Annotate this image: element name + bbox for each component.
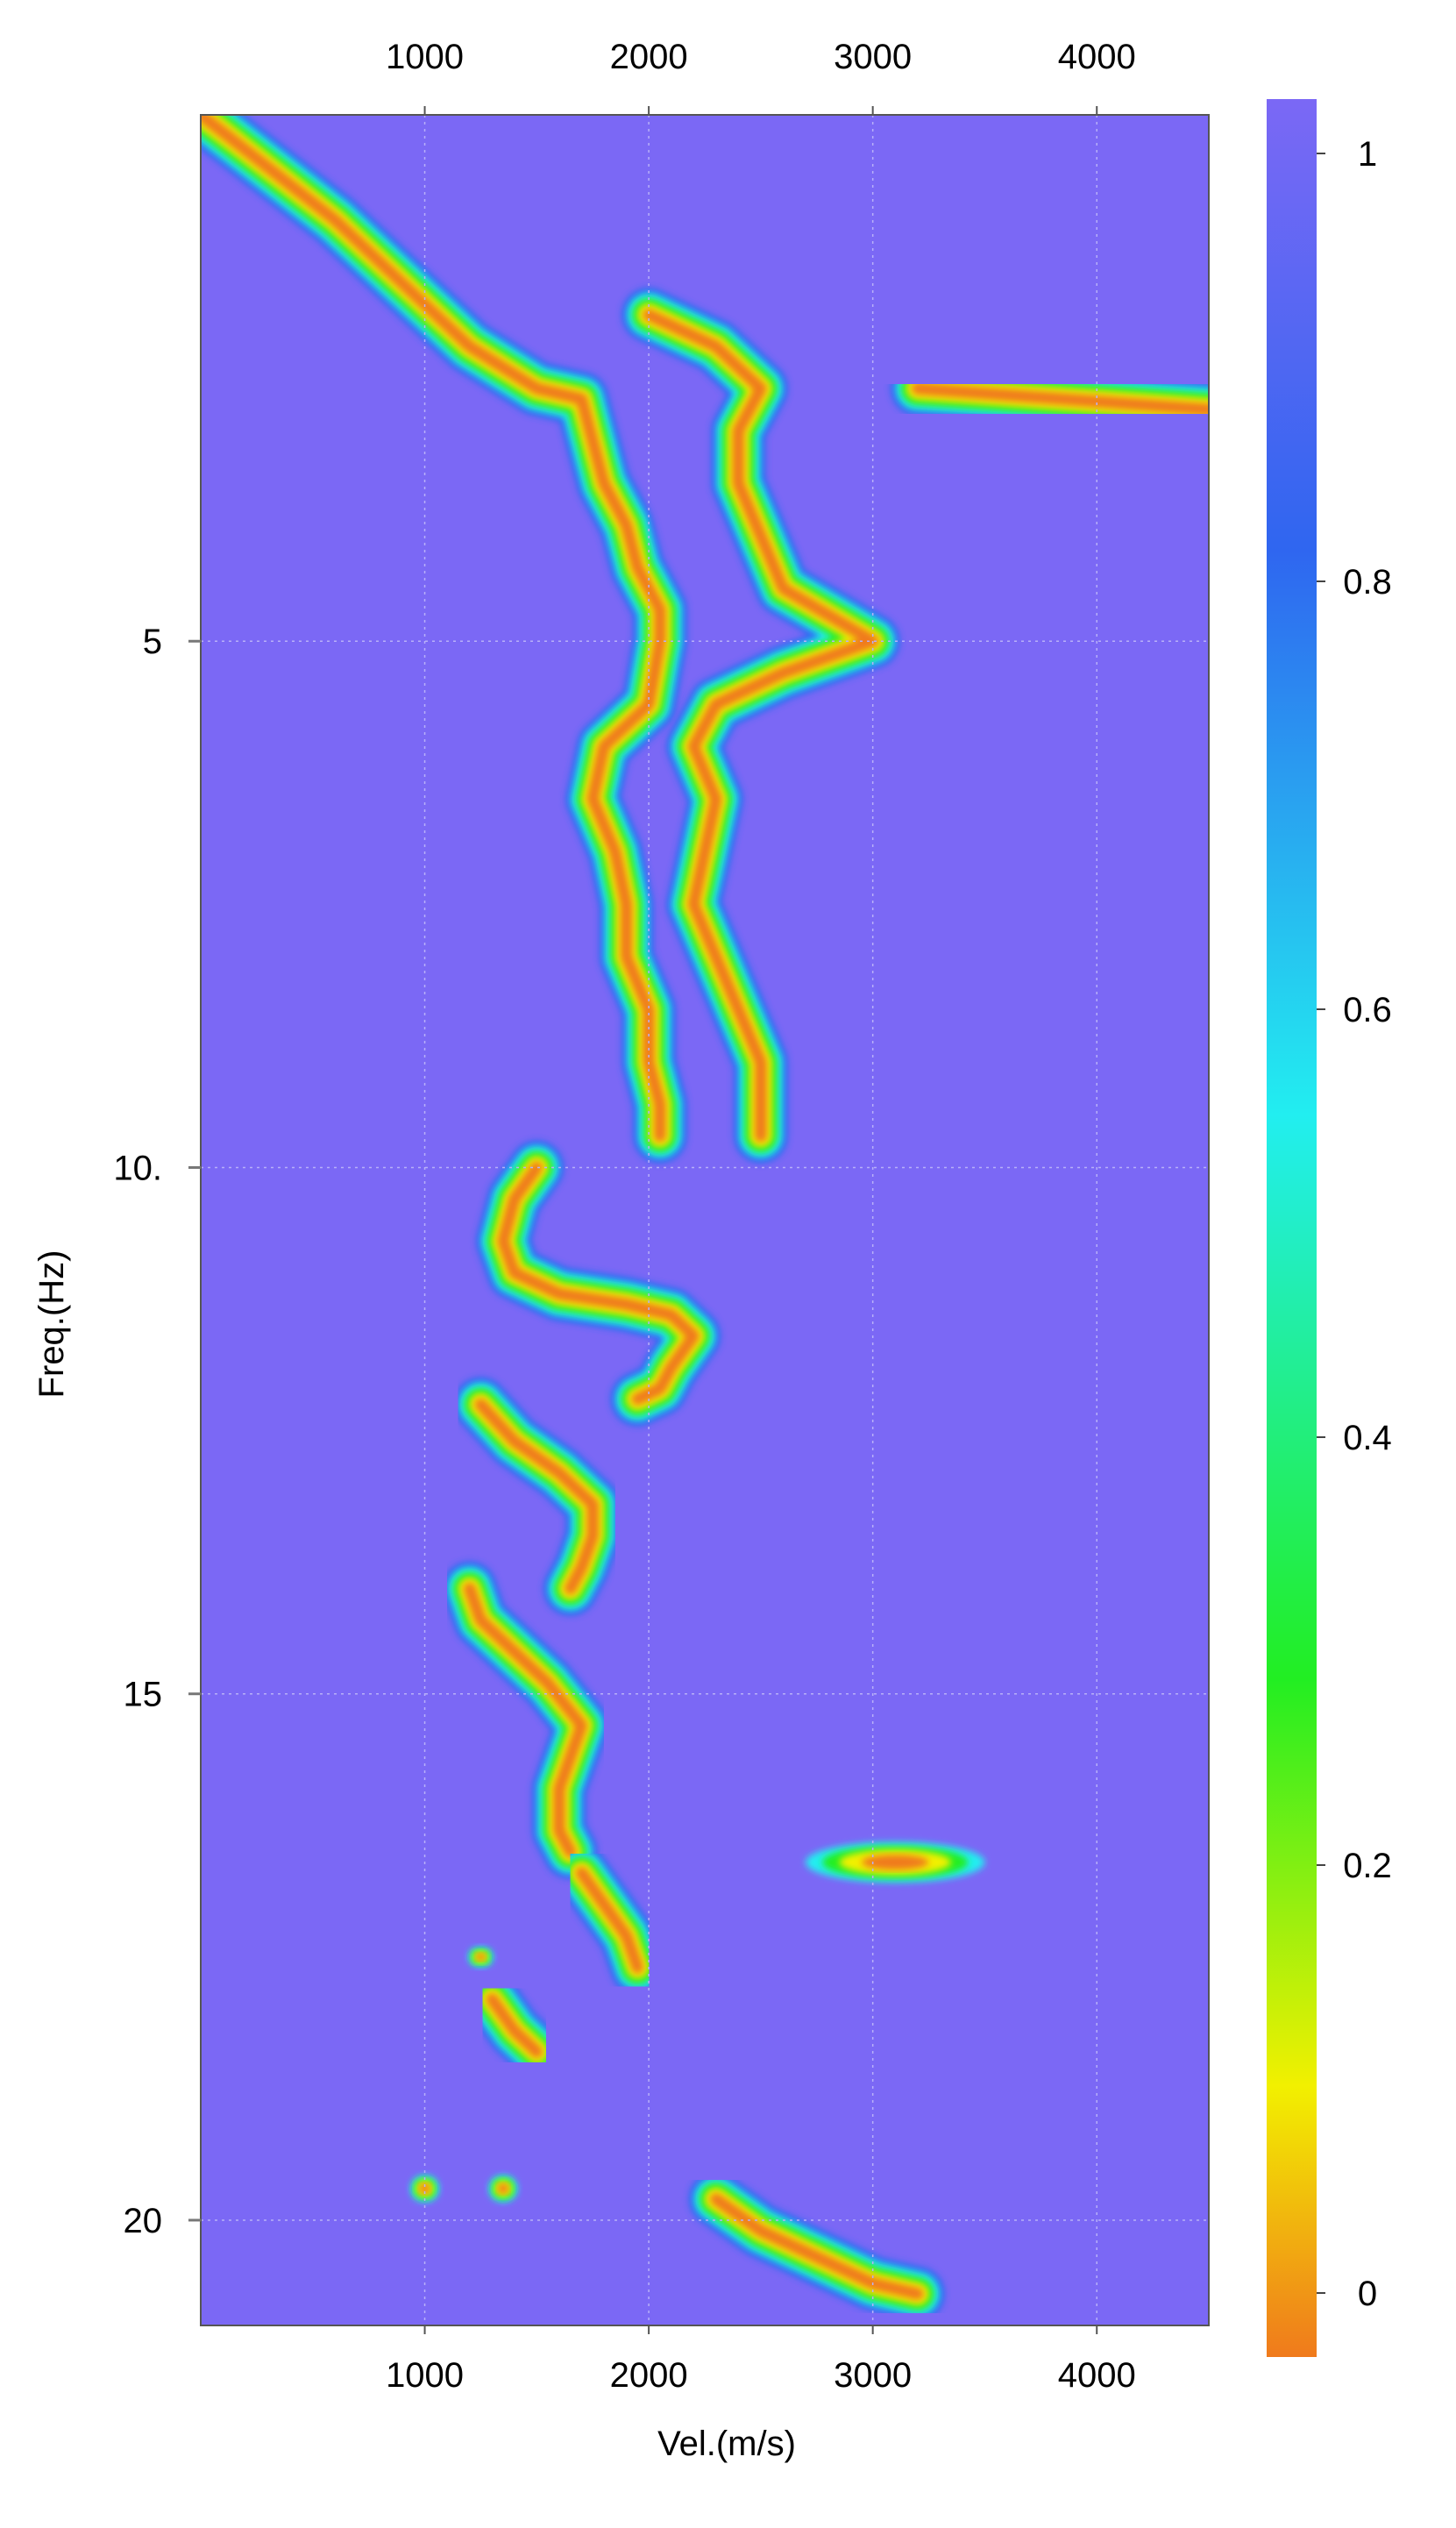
- blob-band: [476, 1953, 486, 1962]
- ridge-mode-14-17: [442, 1561, 609, 1879]
- ridge-mode-18: [465, 1971, 565, 2079]
- blob-band: [861, 1855, 929, 1870]
- y-axis-title: Freq.(Hz): [32, 1250, 71, 1399]
- ridge-band: [201, 115, 666, 1143]
- blob-band: [419, 2183, 430, 2194]
- colorbar-tick-label: 0.8: [1343, 563, 1392, 602]
- ridge-fundamental-low: [201, 115, 687, 1164]
- x-axis-top: 1000 2000 3000 4000: [386, 38, 1136, 115]
- heatmap-layer: [201, 115, 1209, 2321]
- x-top-tick-label: 2000: [610, 38, 688, 76]
- ridge-band: [497, 1161, 700, 1406]
- ridge-mode-20: [688, 2171, 945, 2321]
- colorbar: [1267, 99, 1317, 2357]
- ridge-mode-12-14: [453, 1377, 621, 1616]
- ridge-band: [911, 382, 1209, 417]
- colorbar-tick-label: 0.6: [1343, 991, 1392, 1029]
- energy-blob: [468, 1947, 494, 1968]
- energy-blob: [410, 2175, 439, 2203]
- plot-frame: [200, 114, 1210, 2326]
- x-top-tick-label: 3000: [834, 38, 912, 76]
- colorbar-tick-label: 0.2: [1343, 1847, 1392, 1885]
- ridge-band: [709, 2192, 924, 2300]
- colorbar-ticks: 1 0.8 0.6 0.4 0.2 0: [1317, 135, 1392, 2313]
- energy-blob: [806, 1841, 985, 1883]
- ridge-band: [486, 1992, 543, 2058]
- ridge-band: [643, 309, 879, 1143]
- ridge-upper-overtone: [890, 361, 1209, 438]
- x-bottom-tick-label: 2000: [610, 2356, 688, 2395]
- x-axis-bottom: 1000 2000 3000 4000: [386, 2325, 1136, 2395]
- x-axis-title: Vel.(m/s): [657, 2425, 796, 2463]
- colorbar-tick-label: 0.4: [1343, 1419, 1392, 1457]
- ridge-mode-10-12: [476, 1140, 721, 1427]
- y-tick-label: 15: [124, 1676, 163, 1714]
- energy-blob: [488, 2175, 518, 2203]
- y-tick-label: 5: [143, 623, 162, 661]
- x-top-tick-label: 1000: [386, 38, 464, 76]
- x-bottom-tick-label: 3000: [834, 2356, 912, 2395]
- x-bottom-tick-label: 4000: [1058, 2356, 1136, 2395]
- y-tick-label: 20: [124, 2202, 163, 2240]
- ridge-band: [474, 1398, 600, 1595]
- y-tick-label: 10.: [113, 1149, 162, 1187]
- ridge-mode-16-18: [554, 1845, 665, 1995]
- blob-band: [497, 2183, 509, 2194]
- ridge-band: [575, 1866, 644, 1974]
- colorbar-tick-label: 0: [1358, 2275, 1377, 2313]
- plot-background: [201, 115, 1209, 2325]
- ridge-overtone-low: [621, 288, 900, 1164]
- colorbar-tick-label: 1: [1358, 135, 1377, 174]
- x-bottom-tick-label: 1000: [386, 2356, 464, 2395]
- ridge-band: [463, 1582, 588, 1858]
- x-top-tick-label: 4000: [1058, 38, 1136, 76]
- y-axis: 5 10. 15 20: [113, 623, 201, 2240]
